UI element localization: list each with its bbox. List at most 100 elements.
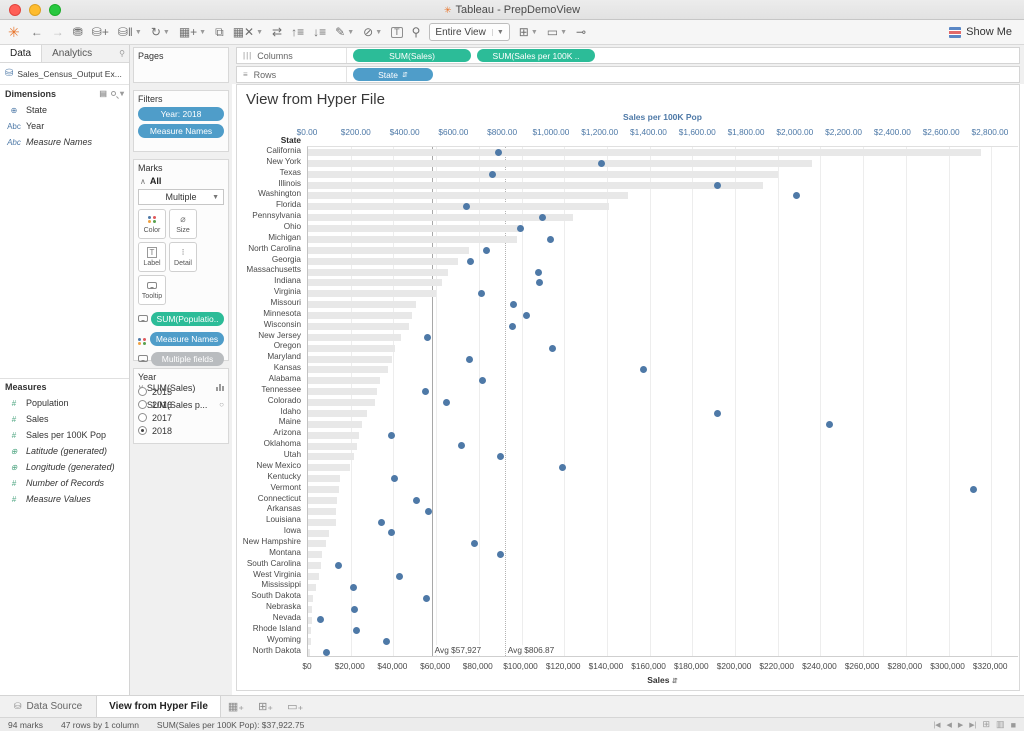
sales-bar[interactable]	[308, 583, 316, 591]
sales-bar[interactable]	[308, 399, 375, 407]
mark-type-dropdown[interactable]: Multiple ▼	[138, 189, 224, 205]
reference-line[interactable]	[431, 147, 433, 656]
marks-pill[interactable]: Measure Names	[150, 332, 224, 346]
sales-per-100k-dot[interactable]	[558, 464, 566, 472]
sales-bar[interactable]	[308, 214, 573, 222]
sales-bar[interactable]	[308, 638, 311, 646]
sales-per-100k-dot[interactable]	[488, 170, 496, 178]
sales-per-100k-dot[interactable]	[478, 377, 486, 385]
sales-per-100k-dot[interactable]	[713, 181, 721, 189]
sales-per-100k-dot[interactable]	[598, 159, 606, 167]
sales-bar[interactable]	[308, 388, 377, 396]
sales-bar[interactable]	[308, 203, 610, 211]
marks-all-section[interactable]: ∧ All	[140, 176, 162, 186]
sales-per-100k-dot[interactable]	[317, 616, 325, 624]
sales-bar[interactable]	[308, 268, 448, 276]
sales-bar[interactable]	[308, 409, 367, 417]
sales-per-100k-dot[interactable]	[535, 268, 543, 276]
sales-bar[interactable]	[308, 594, 314, 602]
dimension-field[interactable]: Abc Measure Names	[0, 134, 129, 150]
sales-bar[interactable]	[308, 192, 629, 200]
chart-pane[interactable]: Avg $57,927 Avg $806.87	[307, 146, 1018, 657]
top-axis-ticks[interactable]: $0.00 $200.00 $400.00 $600.00 $800.00 $1,000.…	[297, 127, 1018, 138]
sales-per-100k-dot[interactable]	[462, 203, 470, 211]
new-dashboard-icon[interactable]: ⊞₊	[258, 701, 274, 713]
next-page-icon[interactable]: ▶	[957, 721, 964, 729]
clear-sheet-icon[interactable]: ▦✕ ▼	[232, 25, 264, 39]
tooltip-button[interactable]: Tooltip	[138, 275, 166, 305]
sales-bar[interactable]	[308, 507, 337, 515]
tab-data[interactable]: Data	[0, 45, 43, 62]
sales-bar[interactable]	[308, 431, 360, 439]
bottom-axis-title[interactable]: Sales ⇵	[647, 675, 678, 685]
sales-per-100k-dot[interactable]	[442, 399, 450, 406]
presentation-mode-icon[interactable]: ▭ ▼	[546, 25, 568, 39]
sales-bar[interactable]	[308, 149, 981, 156]
sales-bar[interactable]	[308, 573, 319, 581]
data-source-tab[interactable]: ⛁ Data Source	[14, 701, 83, 712]
active-sheet-tab[interactable]: View from Hyper File	[96, 696, 221, 717]
fit-view-dropdown[interactable]: Entire View ▼	[429, 23, 510, 41]
sales-per-100k-dot[interactable]	[334, 562, 342, 570]
sales-per-100k-dot[interactable]	[382, 638, 390, 646]
filter-pill[interactable]: Measure Names	[138, 124, 224, 138]
detail-button[interactable]: ⁝ Detail	[169, 242, 197, 272]
label-button[interactable]: T Label	[138, 242, 166, 272]
sales-per-100k-dot[interactable]	[471, 540, 479, 548]
sales-per-100k-dot[interactable]	[508, 322, 516, 330]
sales-per-100k-dot[interactable]	[378, 518, 386, 526]
sales-bar[interactable]	[308, 605, 313, 613]
filmstrip-view-icon[interactable]: ▥	[996, 719, 1005, 729]
sales-bar[interactable]	[308, 290, 436, 298]
measure-field[interactable]: # Measure Values	[0, 491, 129, 507]
save-icon[interactable]: ⛃	[72, 25, 83, 39]
rows-shelf-pill[interactable]: State ⇵	[353, 68, 433, 81]
grid-view-icon[interactable]: ⊞	[982, 719, 991, 729]
sales-per-100k-dot[interactable]	[793, 192, 801, 200]
sales-per-100k-dot[interactable]	[549, 344, 557, 352]
pin-icon[interactable]: ⚲	[411, 25, 421, 39]
format-icon[interactable]: ⊘ ▼	[363, 25, 383, 39]
sales-per-100k-dot[interactable]	[423, 333, 431, 341]
share-icon[interactable]: ⊸	[576, 25, 587, 39]
sales-per-100k-dot[interactable]	[522, 312, 530, 320]
sales-bar[interactable]	[308, 616, 312, 624]
year-option-2016[interactable]: 2016	[138, 398, 224, 411]
sales-per-100k-dot[interactable]	[713, 409, 721, 417]
year-filter-card[interactable]: Year 2015 2016 2017 2018	[133, 368, 229, 444]
sales-per-100k-dot[interactable]	[388, 431, 396, 439]
measure-field[interactable]: # Number of Records	[0, 475, 129, 491]
year-option-2017[interactable]: 2017	[138, 411, 224, 424]
show-labels-icon[interactable]: ⊞ ▼	[518, 25, 538, 39]
marks-pill[interactable]: SUM(Populatio..	[151, 312, 224, 326]
year-option-2018[interactable]: 2018	[138, 424, 224, 437]
sort-descending-icon[interactable]: ↓≡	[313, 25, 327, 39]
measure-field[interactable]: # Sales	[0, 411, 129, 427]
view-data-icon[interactable]: ▤	[99, 89, 107, 98]
data-source-item[interactable]: ⛁ Sales_Census_Output Ex...	[0, 63, 129, 85]
sales-bar[interactable]	[308, 496, 338, 504]
swap-rows-columns-icon[interactable]: ⇄	[272, 25, 283, 39]
sales-per-100k-dot[interactable]	[517, 225, 525, 233]
measure-field[interactable]: ⊕ Longitude (generated)	[0, 459, 129, 475]
sales-per-100k-dot[interactable]	[466, 257, 474, 265]
pause-updates-icon[interactable]: ⛁‖ ▼	[117, 25, 142, 39]
sales-bar[interactable]	[308, 518, 336, 526]
sales-per-100k-dot[interactable]	[826, 420, 834, 428]
sales-bar[interactable]	[308, 475, 340, 483]
sales-per-100k-dot[interactable]	[388, 529, 396, 537]
measure-field[interactable]: # Population	[0, 395, 129, 411]
reference-line[interactable]	[504, 147, 506, 656]
bottom-axis-ticks[interactable]: $0 $20,000 $40,000 $60,000 $80,000 $100,000 $1…	[302, 661, 1018, 672]
text-label-icon[interactable]: T	[391, 26, 403, 38]
sales-per-100k-dot[interactable]	[536, 279, 544, 287]
new-story-icon[interactable]: ▭₊	[287, 701, 304, 713]
dimension-field[interactable]: ⊕ State	[0, 102, 129, 118]
sales-bar[interactable]	[308, 464, 351, 472]
refresh-data-icon[interactable]: ↻ ▼	[150, 25, 170, 39]
columns-shelf-pill[interactable]: SUM(Sales per 100K ..	[477, 49, 595, 62]
rows-shelf[interactable]: ≡ Rows State ⇵	[236, 66, 1020, 83]
previous-page-icon[interactable]: ◀	[946, 721, 952, 729]
sales-per-100k-dot[interactable]	[509, 301, 517, 309]
tab-analytics[interactable]: Analytics	[52, 48, 93, 59]
